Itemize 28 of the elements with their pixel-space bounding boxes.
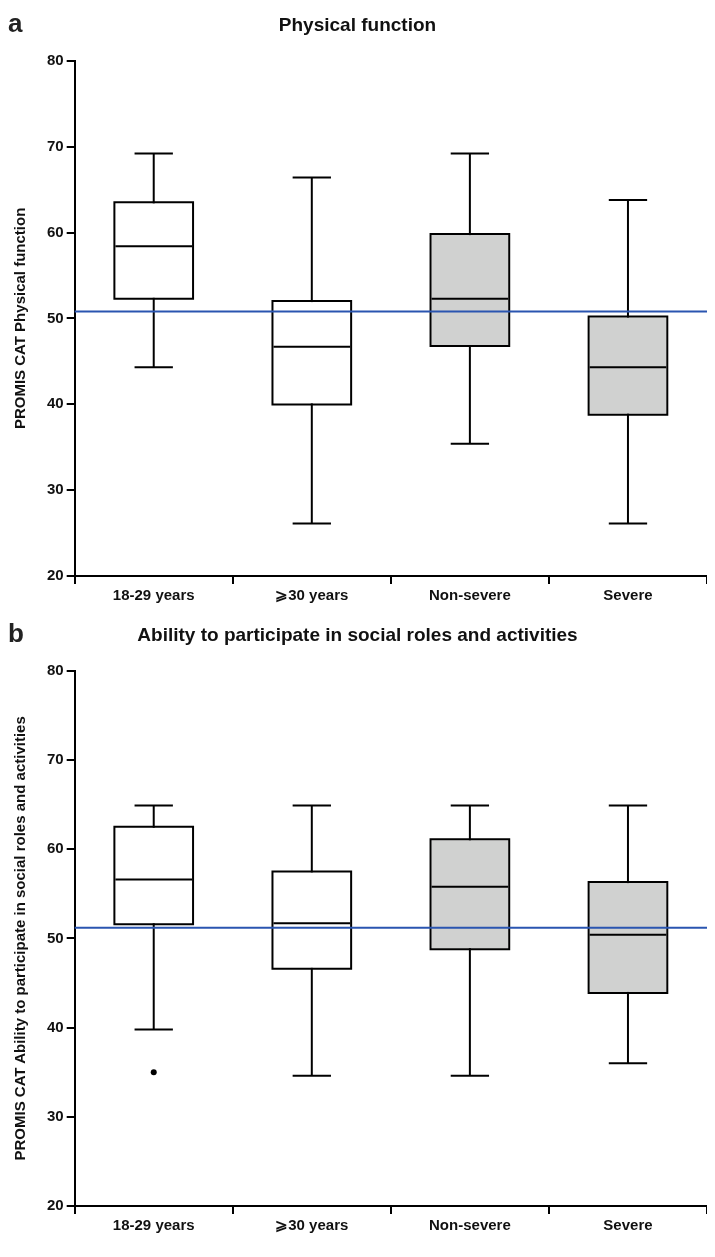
- y-tick-label: 50: [47, 308, 64, 326]
- chart-title: Ability to participate in social roles and activities: [137, 623, 578, 645]
- y-tick-label: 30: [47, 1106, 64, 1124]
- y-tick-label: 80: [47, 660, 64, 678]
- text: a: [8, 8, 23, 39]
- y-tick-label: 70: [47, 136, 64, 154]
- y-tick-label: 20: [47, 1196, 64, 1214]
- y-tick-label: 70: [47, 750, 64, 768]
- x-tick-label: ⩾30 years: [275, 586, 349, 604]
- y-tick-label: 40: [47, 394, 64, 412]
- y-tick-label: 60: [47, 839, 64, 857]
- y-tick-label: 60: [47, 222, 64, 240]
- x-tick-label: Severe: [603, 586, 653, 604]
- y-axis-title: PROMIS CAT Ability to participate in social roles and activities: [11, 716, 29, 1161]
- x-tick-label: ⩾30 years: [275, 1216, 349, 1234]
- x-tick-label: Severe: [603, 1216, 653, 1234]
- y-tick-label: 80: [47, 50, 64, 68]
- x-tick-label: Non-severe: [429, 1216, 511, 1234]
- y-tick-label: 30: [47, 480, 64, 498]
- text: b: [8, 618, 24, 649]
- y-tick-label: 20: [47, 566, 64, 584]
- y-axis-title: PROMIS CAT Physical function: [11, 207, 29, 430]
- x-tick-label: Non-severe: [429, 586, 511, 604]
- chart-title: Physical function: [278, 13, 437, 35]
- y-tick-label: 50: [47, 928, 64, 946]
- x-tick-label: 18-29 years: [112, 1216, 195, 1234]
- x-tick-label: 18-29 years: [112, 586, 195, 604]
- y-tick-label: 40: [47, 1017, 64, 1035]
